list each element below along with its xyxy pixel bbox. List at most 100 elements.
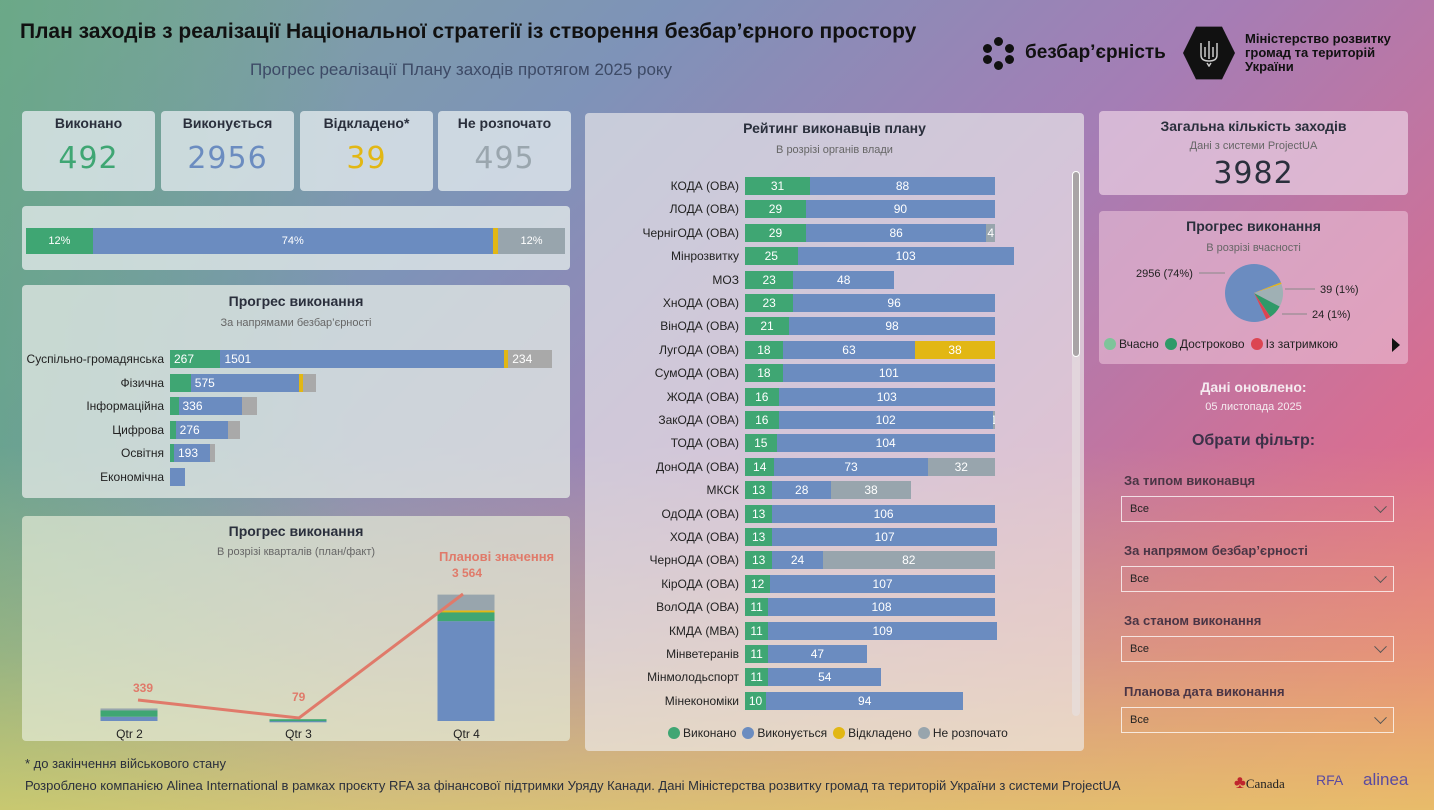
bar-segment-done[interactable]: 13	[745, 528, 773, 546]
bar-segment-in-progress[interactable]: 86	[805, 223, 987, 242]
direction-row[interactable]: Фізична 575	[22, 373, 316, 393]
bar-segment-postponed[interactable]	[504, 350, 509, 368]
ranking-row[interactable]: Мінекономіки 10 94	[585, 691, 964, 710]
bar-segment-in-progress[interactable]: 103	[778, 387, 995, 406]
ranking-row[interactable]: ВінОДА (ОВА) 21 98	[585, 317, 995, 336]
ranking-row[interactable]: КМДА (МВА) 11 109	[585, 621, 997, 640]
quarter-bar-in-progress[interactable]	[437, 621, 495, 721]
bar-segment-in-progress[interactable]: 104	[776, 434, 995, 453]
bar-segment-done[interactable]: 18	[745, 364, 783, 383]
direction-row[interactable]: Інформаційна 336	[22, 396, 257, 416]
ranking-row[interactable]: КірОДА (ОВА) 12 107	[585, 574, 995, 593]
ranking-row[interactable]: ХОДА (ОВА) 13 107	[585, 528, 997, 546]
bar-segment-not-started[interactable]: 32	[927, 457, 995, 476]
bar-segment-done[interactable]: 12	[745, 574, 771, 593]
bar-segment-in-progress[interactable]: 88	[810, 177, 995, 195]
bar-segment-in-progress[interactable]: 90	[805, 200, 995, 219]
bar-segment-done[interactable]: 13	[745, 504, 773, 523]
bar-segment-in-progress[interactable]: 1501	[220, 350, 505, 368]
bar-segment-done[interactable]: 16	[745, 411, 779, 429]
overall-progress-bar[interactable]: 12% 74% 12%	[26, 228, 565, 254]
legend-item-early[interactable]: Достроково	[1164, 337, 1245, 351]
quarter-bar-done[interactable]	[269, 719, 327, 722]
bar-segment-done[interactable]: 18	[745, 340, 783, 359]
plan-line[interactable]	[137, 592, 464, 720]
bar-segment-in-progress[interactable]: 48	[793, 270, 895, 289]
direction-row[interactable]: Суспільно-громадянська 267 1501 234	[22, 349, 553, 369]
bar-segment-done[interactable]: 13	[745, 481, 773, 500]
bar-segment-in-progress[interactable]: 24	[772, 551, 823, 570]
bar-segment-done[interactable]: 13	[745, 551, 773, 570]
pie-slice-early[interactable]	[1254, 293, 1280, 317]
bar-segment-in-progress[interactable]: 107	[770, 574, 995, 593]
direction-row[interactable]: Економічна	[22, 467, 186, 487]
bar-segment-in-progress[interactable]: 103	[797, 247, 1014, 266]
bar-segment-in-progress[interactable]: 336	[178, 397, 243, 415]
legend-item-done[interactable]: Виконано	[668, 726, 736, 740]
bar-segment-not-started[interactable]: 234	[508, 350, 553, 368]
overall-segment-done[interactable]: 12%	[26, 228, 93, 254]
filter-planned-date-select[interactable]: Все	[1121, 707, 1394, 733]
bar-segment-done[interactable]	[170, 373, 191, 392]
ranking-row[interactable]: КОДА (ОВА) 31 88	[585, 177, 995, 195]
bar-segment-in-progress[interactable]: 108	[768, 598, 995, 617]
bar-segment-in-progress[interactable]	[170, 467, 186, 486]
legend-item-on-time[interactable]: Вчасно	[1104, 337, 1159, 351]
bar-segment-done[interactable]	[170, 420, 176, 439]
ranking-row[interactable]: ХнОДА (ОВА) 23 96	[585, 294, 995, 312]
quarter-bar-done[interactable]	[437, 611, 495, 622]
bar-segment-done[interactable]: 16	[745, 387, 779, 406]
filter-status-select[interactable]: Все	[1121, 636, 1394, 662]
pie-slice-late[interactable]	[1254, 293, 1271, 320]
bar-segment-in-progress[interactable]: 107	[772, 528, 997, 546]
bar-segment-not-started[interactable]	[227, 420, 241, 439]
bar-segment-done[interactable]	[170, 444, 174, 462]
ranking-row[interactable]: ЛугОДА (ОВА) 18 63 38	[585, 340, 995, 359]
bar-segment-in-progress[interactable]: 47	[768, 645, 867, 663]
ranking-row[interactable]: ЧернОДА (ОВА) 13 24 82	[585, 551, 995, 570]
bar-segment-not-started[interactable]: 82	[822, 551, 995, 570]
legend-next-arrow-icon[interactable]	[1392, 338, 1400, 352]
bar-segment-done[interactable]: 31	[745, 177, 811, 195]
overall-segment-postponed[interactable]	[492, 228, 499, 254]
ranking-row[interactable]: ЖОДА (ОВА) 16 103	[585, 387, 995, 406]
ranking-row[interactable]: ТОДА (ОВА) 15 104	[585, 434, 995, 453]
direction-row[interactable]: Освітня 193	[22, 443, 216, 463]
overall-segment-not-started[interactable]: 12%	[498, 228, 565, 254]
bar-segment-not-started[interactable]	[242, 397, 257, 415]
bar-segment-not-started[interactable]: 1	[992, 411, 995, 429]
bar-segment-in-progress[interactable]: 575	[190, 373, 300, 392]
ranking-row[interactable]: ЗакОДА (ОВА) 161021	[585, 411, 995, 429]
bar-segment-in-progress[interactable]: 276	[175, 420, 228, 439]
ranking-row[interactable]: ОдОДА (ОВА) 13 106	[585, 504, 995, 523]
ranking-row[interactable]: ВолОДА (ОВА) 11 108	[585, 598, 995, 617]
bar-segment-done[interactable]: 29	[745, 200, 806, 219]
bar-segment-not-started[interactable]: 38	[831, 481, 911, 500]
bar-segment-postponed[interactable]	[299, 373, 304, 392]
ranking-row[interactable]: ДонОДА (ОВА) 14 73 32	[585, 457, 995, 476]
bar-segment-in-progress[interactable]: 54	[768, 668, 882, 687]
ranking-row[interactable]: Мінрозвитку 25 103	[585, 247, 1014, 266]
bar-segment-done[interactable]: 25	[745, 247, 798, 266]
bar-segment-in-progress[interactable]: 98	[789, 317, 995, 336]
bar-segment-in-progress[interactable]: 28	[772, 481, 832, 500]
quarter-bar-postponed[interactable]	[437, 610, 495, 613]
bar-segment-done[interactable]: 11	[745, 645, 769, 663]
bar-segment-done[interactable]: 14	[745, 457, 775, 476]
ranking-row[interactable]: СумОДА (ОВА) 18 101	[585, 364, 995, 383]
quarter-bar-in-progress[interactable]	[100, 716, 158, 721]
bar-segment-in-progress[interactable]: 63	[782, 340, 916, 359]
bar-segment-done[interactable]: 267	[170, 350, 221, 368]
bar-segment-done[interactable]: 23	[745, 270, 794, 289]
bar-segment-not-started[interactable]: 4	[986, 223, 995, 242]
bar-segment-in-progress[interactable]: 96	[793, 294, 995, 312]
bar-segment-done[interactable]: 29	[745, 223, 806, 242]
legend-item-late[interactable]: Із затримкою	[1250, 337, 1338, 351]
bar-segment-done[interactable]: 10	[745, 691, 766, 710]
bar-segment-done[interactable]: 11	[745, 598, 769, 617]
quarter-bar-done[interactable]	[100, 708, 158, 717]
bar-segment-done[interactable]	[170, 397, 179, 415]
legend-item-postponed[interactable]: Відкладено	[833, 726, 912, 740]
bar-segment-not-started[interactable]	[210, 444, 216, 462]
ranking-scrollbar-thumb[interactable]	[1072, 171, 1080, 357]
